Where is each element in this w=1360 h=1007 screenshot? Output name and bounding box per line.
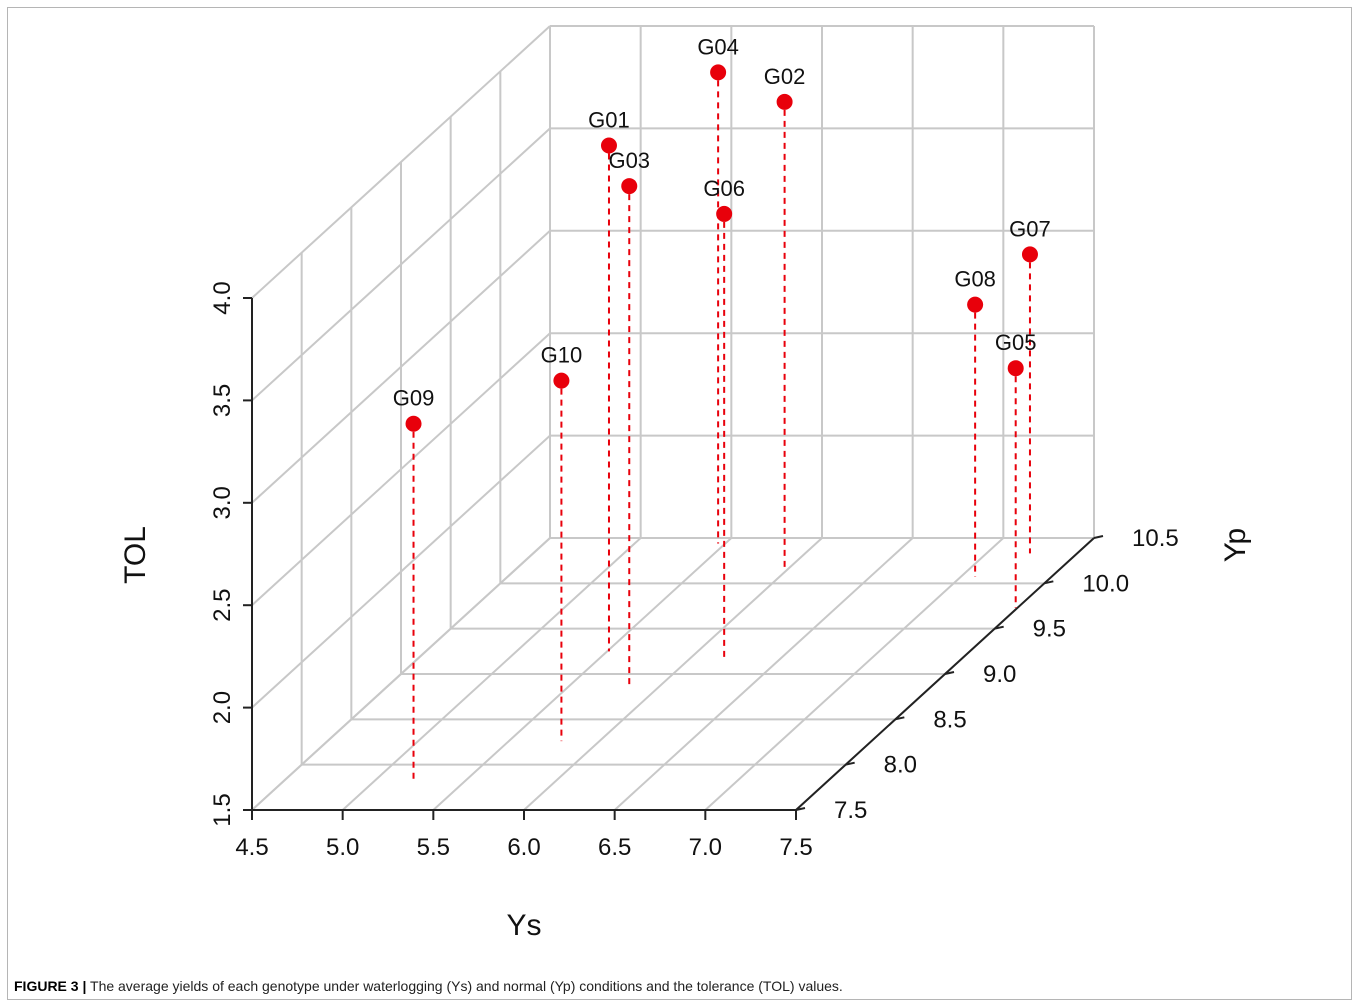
left-wall-grid-line <box>251 537 551 811</box>
point-label: G08 <box>954 267 996 292</box>
left-wall-grid-line <box>251 230 551 504</box>
x-axis-title: Ys <box>506 909 541 942</box>
y-tick <box>944 671 955 675</box>
x-tick-label: 6.5 <box>598 834 631 861</box>
y-tick-label: 8.5 <box>933 706 966 733</box>
y-tick-label: 10.5 <box>1132 525 1179 552</box>
point-label: G04 <box>697 34 739 59</box>
point-label: G05 <box>995 330 1037 355</box>
x-tick-label: 5.0 <box>326 834 359 861</box>
y-tick-label: 10.0 <box>1082 570 1129 597</box>
point-label: G06 <box>703 176 745 201</box>
data-point <box>776 93 793 110</box>
point-label: G09 <box>393 386 435 411</box>
data-point <box>553 372 570 389</box>
y-tick-label: 9.0 <box>983 661 1016 688</box>
y-tick-label: 8.0 <box>884 752 917 779</box>
left-wall-grid-line <box>251 332 551 606</box>
z-tick-label: 2.0 <box>209 691 236 724</box>
left-wall-grid-line <box>251 127 551 402</box>
y-tick-label: 7.5 <box>834 797 867 824</box>
data-point <box>710 64 727 81</box>
point-label: G10 <box>541 343 583 368</box>
drop-lines-layer <box>412 80 1031 781</box>
x-tick-label: 7.0 <box>689 834 722 861</box>
y-tick <box>895 716 905 721</box>
y-tick <box>845 761 855 766</box>
y-axis-title: Yp <box>1219 528 1252 562</box>
figure-frame <box>7 7 1352 1000</box>
z-tick-label: 3.5 <box>209 384 236 417</box>
data-point <box>967 296 984 313</box>
axis-layer: 4.5 5.0 5.5 6.0 6.5 7.0 7.5 7.5 8.0 8.5 9.0 9.5 10.0… <box>209 281 1179 861</box>
z-tick-label: 3.0 <box>209 486 236 519</box>
y-tick-label: 9.5 <box>1033 616 1066 643</box>
data-point <box>1007 360 1024 377</box>
x-tick-label: 4.5 <box>235 834 268 861</box>
x-tick-label: 6.0 <box>507 834 540 861</box>
y-tick <box>795 807 806 811</box>
x-tick-label: 7.5 <box>779 834 812 861</box>
x-tick-label: 5.5 <box>417 834 450 861</box>
caption-text: The average yields of each genotype unde… <box>86 978 843 994</box>
data-point <box>716 205 733 222</box>
y-tick <box>1093 535 1104 539</box>
data-point <box>405 415 422 432</box>
points-layer: G01 G02 G03 G04 G05 G06 G07 G08 G09 G10 <box>393 34 1051 432</box>
point-label: G01 <box>588 107 630 132</box>
data-point <box>621 178 638 195</box>
z-tick-label: 4.0 <box>209 281 236 314</box>
figure-caption: FIGURE 3 | The average yields of each ge… <box>14 978 843 994</box>
point-label: G03 <box>608 148 650 173</box>
left-wall-grid-line <box>251 25 551 299</box>
z-tick-label: 1.5 <box>209 793 236 826</box>
z-tick-label: 2.5 <box>209 589 236 622</box>
left-wall-grid-line <box>251 434 551 709</box>
point-label: G07 <box>1009 216 1051 241</box>
point-label: G02 <box>764 64 806 89</box>
3d-scatter-plot: 4.5 5.0 5.5 6.0 6.5 7.0 7.5 7.5 8.0 8.5 9.0 9.5 10.0… <box>119 25 1252 942</box>
y-tick <box>994 625 1004 630</box>
y-tick <box>1044 580 1054 585</box>
z-axis-title: TOL <box>119 526 152 584</box>
data-point <box>1021 246 1038 263</box>
grid-layer <box>251 25 1095 811</box>
caption-label: FIGURE 3 | <box>14 978 87 994</box>
data-point <box>600 137 617 154</box>
